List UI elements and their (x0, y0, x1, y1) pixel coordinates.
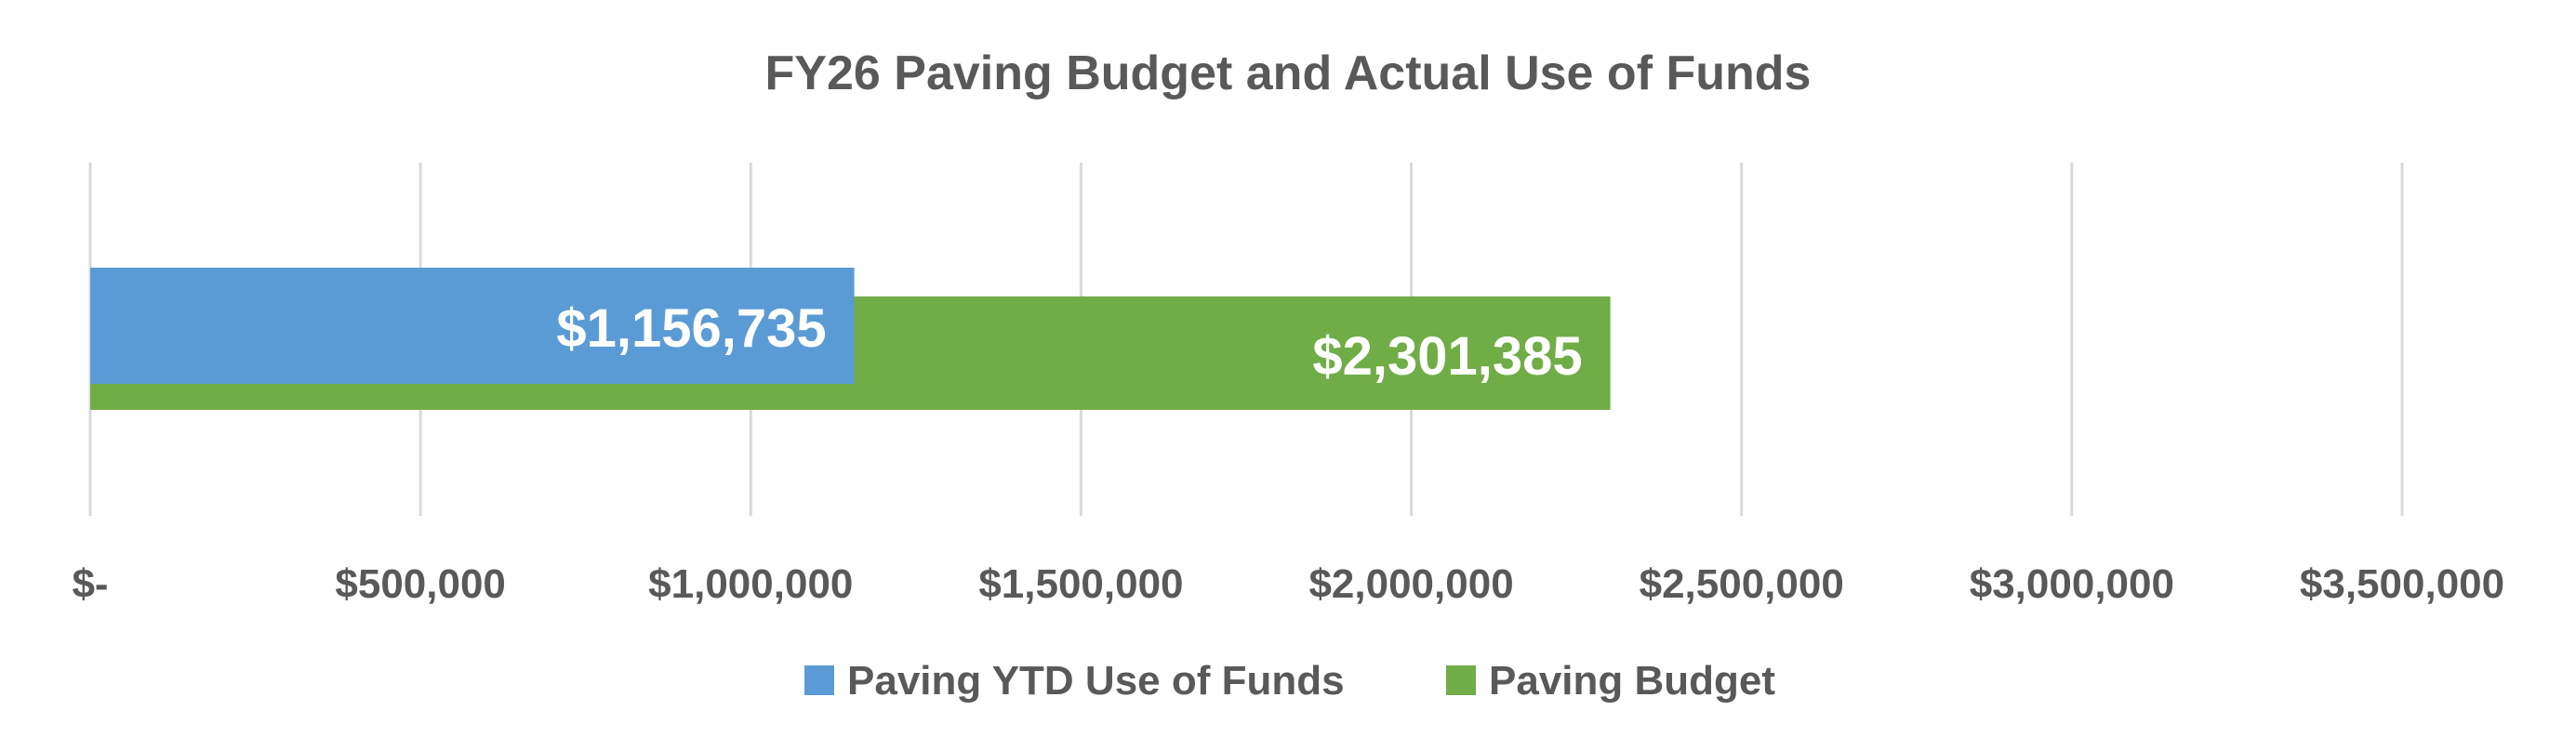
x-tick-label: $1,000,000 (648, 561, 853, 607)
data-label-ytd: $1,156,735 (556, 298, 826, 359)
x-tick-label: $2,000,000 (1308, 561, 1513, 607)
legend-swatch (1446, 665, 1476, 695)
x-tick-label: $2,500,000 (1640, 561, 1844, 607)
data-label-budget: $2,301,385 (1312, 326, 1582, 387)
x-tick-label: $3,500,000 (2300, 561, 2504, 607)
x-tick-label: $1,500,000 (978, 561, 1183, 607)
bar-paving-ytd-use-of-funds (90, 268, 855, 384)
x-axis-ticks: $- $500,000 $1,000,000 $1,500,000 $2,000,000… (72, 561, 2504, 607)
legend-label: Paving YTD Use of Funds (847, 658, 1345, 704)
legend-label: Paving Budget (1489, 658, 1775, 704)
x-tick-label: $500,000 (335, 561, 506, 607)
legend-swatch (804, 665, 834, 695)
legend: Paving YTD Use of Funds Paving Budget (804, 658, 1775, 704)
chart-title: FY26 Paving Budget and Actual Use of Fun… (765, 46, 1812, 100)
bars: $1,156,735 $2,301,385 (90, 268, 1611, 410)
x-tick-label: $- (72, 561, 108, 607)
x-tick-label: $3,000,000 (1970, 561, 2174, 607)
